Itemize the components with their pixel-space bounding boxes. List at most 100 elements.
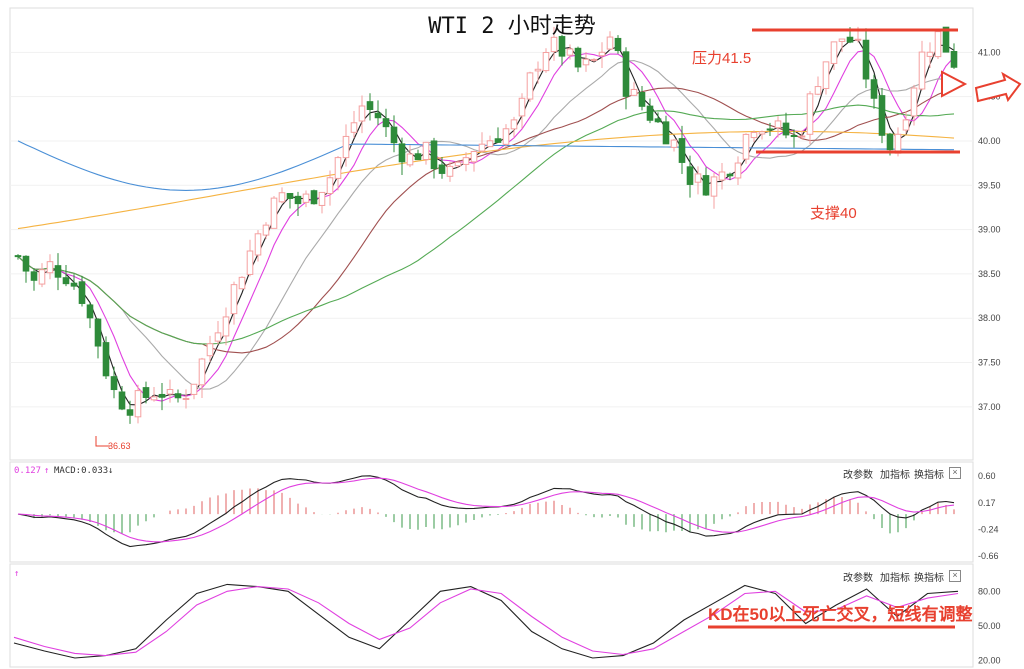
candle-body [710,176,718,197]
candle-body [262,224,270,236]
candle-body [270,197,278,229]
candle-body [630,88,638,96]
main-panel-frame [9,7,974,461]
candlestick-series [14,26,958,424]
macd-up-arrow-icon: ↑ [44,466,50,476]
candle-body [102,342,110,377]
macd-y-tick: 0.17 [978,498,996,508]
candle-body [142,387,150,398]
candle-body [430,140,438,170]
ma-gray-line [17,60,955,390]
main-y-tick: 38.50 [978,269,1001,279]
candle-body [886,133,894,151]
candle-body [942,26,950,53]
candle-body [510,119,518,130]
macd-close-icon[interactable]: × [949,467,961,479]
candle-body [166,389,174,395]
candle-body [694,173,702,183]
macd-y-tick: 0.60 [978,471,996,481]
macd-panel-frame [9,461,974,563]
candle-body [614,37,622,52]
candle-body [646,105,654,121]
candle-body [542,52,550,72]
candle-body [558,36,566,57]
macd-y-tick: -0.66 [978,551,999,561]
candle-body [934,31,942,58]
candle-body [446,165,454,177]
candle-body [374,112,382,119]
kd-y-tick: 50.00 [978,621,1001,631]
candle-body [854,38,862,41]
main-y-tick: 39.00 [978,225,1001,235]
ma-black-line [17,39,955,406]
candle-body [78,281,86,304]
candle-body [382,118,390,128]
kd-series [13,583,959,659]
candle-body [830,41,838,64]
candle-body [358,105,366,122]
kd-switch-indicator-button[interactable]: 换指标 [914,573,944,584]
candle-body [30,271,38,281]
candle-body [222,316,230,337]
low-price-label: 36.63 [108,441,131,451]
candle-body [286,192,294,199]
candle-body [182,397,190,400]
resistance-label: 压力41.5 [692,50,752,67]
candle-body [334,157,342,179]
ma-blue-line [17,140,954,191]
kd-k-line [13,583,959,659]
candle-body [566,48,574,56]
candle-body [782,122,790,136]
kd-close-icon[interactable]: × [949,570,961,582]
candle-body [798,135,806,138]
candle-body [638,91,646,107]
candle-body [726,173,734,177]
candle-body [822,61,830,89]
moving-average-lines [17,39,955,406]
candle-body [758,131,766,135]
candle-body [750,131,758,139]
candle-body [502,128,510,145]
kd-up-arrow-icon: ↑ [14,569,20,579]
macd-switch-indicator-button[interactable]: 换指标 [914,470,944,481]
candle-body [550,36,558,52]
candle-body [390,126,398,144]
candle-body [494,138,502,143]
candle-body [422,141,430,161]
candle-body [582,58,590,66]
candle-body [454,161,462,167]
candle-body [366,101,374,110]
candle-body [294,195,302,205]
candle-body [110,376,118,391]
candle-body [198,358,206,386]
macd-add-indicator-button[interactable]: 加指标 [880,470,910,481]
candle-body [54,265,62,278]
kd-d-line [13,586,959,657]
candle-body [926,51,934,57]
gridlines [10,51,973,408]
kd-change-params-button[interactable]: 改参数 [843,573,873,584]
candle-body [414,153,422,161]
candle-body [438,164,446,174]
candle-body [46,261,54,274]
kd-add-indicator-button[interactable]: 加指标 [880,573,910,584]
candle-body [310,190,318,205]
candle-body [470,151,478,163]
candle-body [38,269,46,285]
candle-body [398,143,406,163]
macd-value: 0.127 [14,466,42,476]
candle-body [734,162,742,179]
candle-body [150,396,158,401]
ma-orange-line [17,130,955,230]
macd-series [17,475,955,548]
candle-body [190,383,198,395]
candle-body [718,171,726,181]
candle-body [894,133,902,154]
main-y-tick: 39.50 [978,180,1001,190]
candle-body [678,138,686,163]
macd-dif-line [17,475,955,548]
macd-change-params-button[interactable]: 改参数 [843,470,873,481]
candle-body [302,193,310,203]
